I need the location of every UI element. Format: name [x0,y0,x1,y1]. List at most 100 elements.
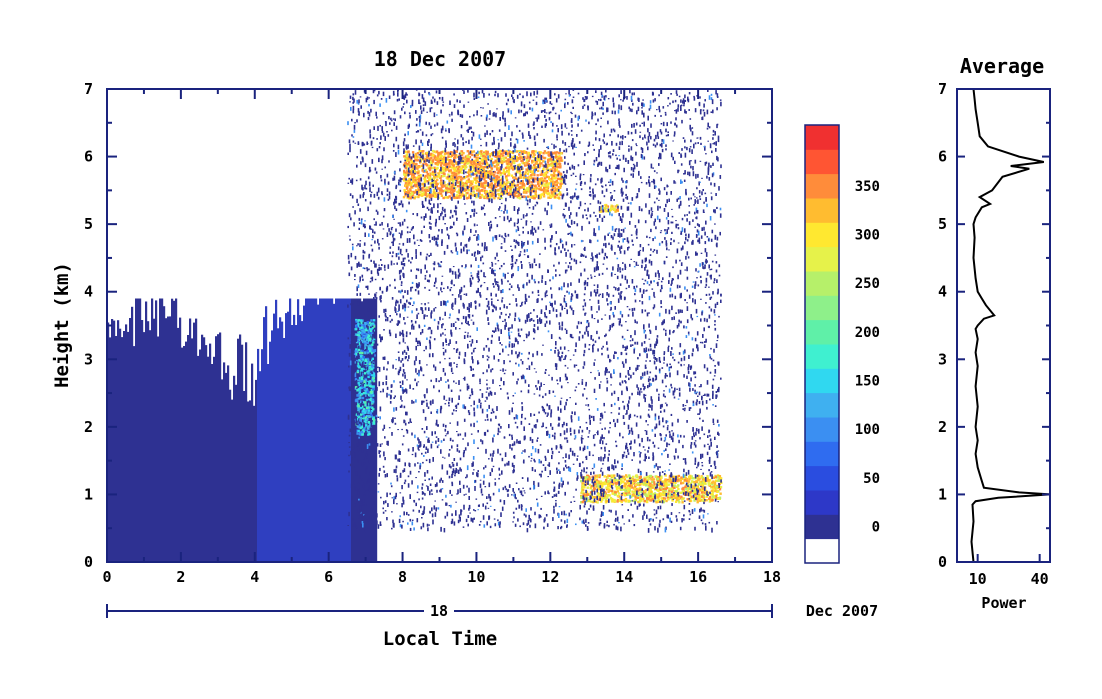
heatmap-cell [539,221,542,225]
heatmap-cell [660,493,663,496]
heatmap-cell [555,193,558,196]
heatmap-cell [640,391,643,393]
heatmap-cell [620,499,623,502]
heatmap-cell [664,484,667,487]
heatmap-cell [419,129,422,131]
heatmap-cell [398,518,401,524]
heatmap-cell [480,193,484,197]
heatmap-cell [498,129,501,132]
heatmap-cell [696,485,699,488]
heatmap-cell [498,167,501,170]
heatmap-cell [445,164,448,168]
heatmap-cell [596,501,599,504]
heatmap-cell [667,134,669,137]
heatmap-cell [480,173,484,176]
heatmap-cell [606,481,609,485]
heatmap-cell [445,433,448,435]
heatmap-cell [713,484,716,488]
heatmap-cell [378,246,380,250]
heatmap-cell [691,477,695,480]
heatmap-cell [529,191,532,196]
heatmap-cell [650,163,653,169]
heatmap-cell [472,166,475,169]
heatmap-cell [554,189,558,192]
heatmap-cell [362,420,366,424]
heatmap-cell [454,182,457,186]
heatmap-cell [634,129,637,134]
heatmap-cell [370,394,373,397]
heatmap-cell [417,177,421,181]
heatmap-cell [674,160,676,164]
heatmap-cell [499,187,502,190]
heatmap-cell [700,519,703,522]
heatmap-cell [441,96,444,102]
heatmap-cell [359,298,362,562]
heatmap-cell [485,153,488,156]
heatmap-cell [475,159,478,162]
heatmap-cell [469,282,472,287]
heatmap-cell [614,478,618,481]
heatmap-cell [404,194,407,197]
heatmap-cell [423,430,426,434]
heatmap-cell [648,209,651,215]
heatmap-cell [444,328,446,331]
heatmap-cell [559,175,563,178]
heatmap-cell [433,166,436,169]
heatmap-cell [531,189,534,192]
heatmap-cell [498,184,501,187]
heatmap-cell [459,154,462,160]
heatmap-cell [708,497,711,500]
heatmap-cell [575,402,577,405]
heatmap-cell [510,263,512,266]
heatmap-cell [420,158,423,161]
heatmap-cell [549,158,552,161]
heatmap-cell [582,488,585,492]
heatmap-cell [366,336,369,339]
heatmap-cell [618,485,621,488]
heatmap-cell [558,191,562,194]
heatmap-cell [551,376,553,381]
heatmap-cell [704,286,707,288]
heatmap-cell [453,196,456,199]
heatmap-cell [661,453,663,456]
heatmap-cell [442,168,445,171]
heatmap-cell [674,494,678,498]
heatmap-cell [362,337,366,341]
heatmap-cell [527,159,530,162]
heatmap-cell [646,500,649,504]
heatmap-cell [435,182,438,186]
heatmap-cell [484,242,486,247]
heatmap-cell [711,493,714,496]
heatmap-cell [437,192,441,195]
heatmap-cell [648,132,651,137]
heatmap-cell [615,440,617,443]
heatmap-cell [607,456,609,462]
heatmap-cell [279,317,282,562]
heatmap-cell [418,182,420,187]
heatmap-cell [529,107,531,110]
heatmap-cell [363,251,366,254]
heatmap-cell [661,379,664,384]
heatmap-cell [393,110,396,115]
heatmap-cell [592,505,595,510]
heatmap-cell [472,374,474,377]
heatmap-cell [666,483,669,486]
heatmap-cell [504,156,507,159]
heatmap-cell [446,162,449,166]
heatmap-cell [373,501,375,505]
heatmap-cell [485,190,488,194]
heatmap-cell [416,372,419,375]
heatmap-cell [684,349,686,354]
heatmap-cell [463,176,466,180]
heatmap-cell [488,118,491,120]
heatmap-cell [616,500,619,503]
heatmap-cell [694,440,697,442]
heatmap-cell [581,440,583,444]
heatmap-cell [683,173,685,175]
heatmap-cell [564,269,567,274]
heatmap-cell [480,155,483,158]
heatmap-cell [675,90,678,94]
heatmap-cell [612,476,615,479]
heatmap-cell [448,187,451,191]
heatmap-cell [360,367,364,371]
